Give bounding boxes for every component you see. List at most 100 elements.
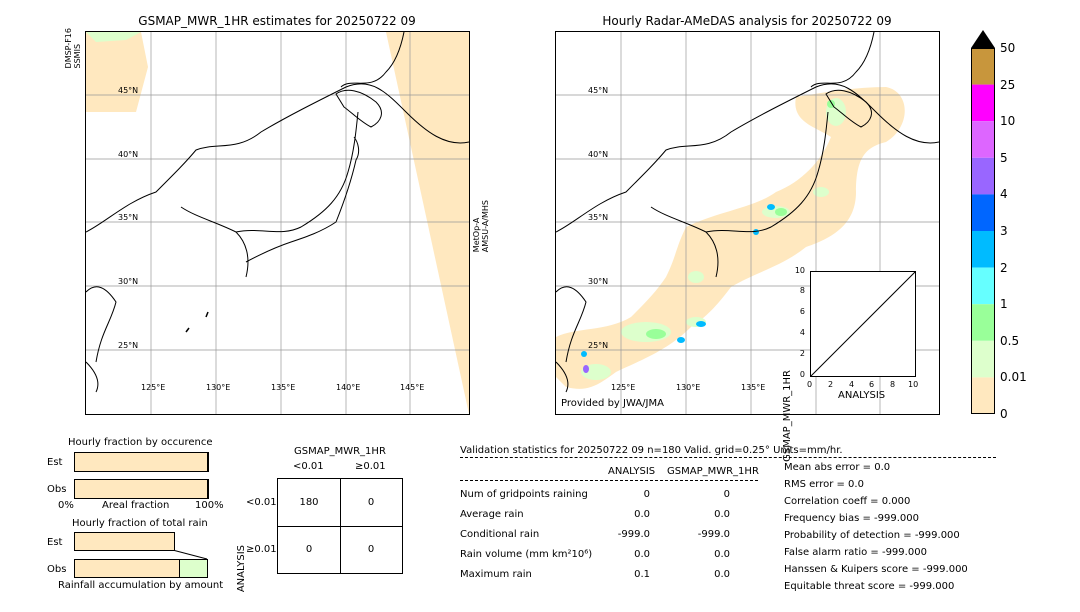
occ-axis-mid: Areal fraction [102,500,170,511]
scatter-yticks: 10 8 6 4 2 0 [783,266,809,380]
rain-fraction-bars [74,532,208,578]
left-lon-140: 140°E [336,383,361,392]
colorbar-segment [971,340,995,378]
cont-cell-01: 0 [367,497,375,508]
moderate-rain-spots [646,100,835,339]
left-lon-145: 145°E [400,383,425,392]
score-line: False alarm ratio = -999.000 [784,547,927,558]
stat-row-label: Conditional rain [460,529,540,540]
colorbar-tick-label: 50 [1000,41,1016,55]
right-lat-40: 40°N [588,150,609,159]
scatter-diagonal [810,271,916,377]
cont-col-2: ≥0.01 [355,461,386,472]
ytick-10: 10 [794,266,805,275]
colorbar-segment [971,121,995,158]
right-map-title: Hourly Radar-AMeDAS analysis for 2025072… [602,14,892,28]
score-line: Equitable threat score = -999.000 [784,581,955,592]
scatter-inset [810,271,916,377]
colorbar-segment [971,194,995,231]
left-lat-40: 40°N [118,150,139,159]
left-map-svg [86,32,469,414]
stat-row-analysis: 0 [643,489,650,500]
contingency-grid: 180 0 0 0 [277,478,403,574]
colorbar-segment [971,377,995,414]
colorbar-tick-label: 0.01 [1000,370,1027,385]
stat-row-gsmap: 0 [723,489,730,500]
colorbar-tick-label: 3 [1000,224,1008,238]
score-line: Frequency bias = -999.000 [784,513,919,524]
xtick-6: 6 [869,380,875,389]
swath-area-west [86,32,148,112]
cont-row-1: <0.01 [246,497,277,508]
colorbar-tick-label: 1 [1000,297,1008,312]
occ-axis-right: 100% [195,500,224,511]
rain-obs-label: Obs [47,564,67,575]
xtick-2: 2 [828,380,834,389]
colorbar-segment [971,231,995,268]
validation-divider [460,457,996,458]
score-line: Mean abs error = 0.0 [784,462,891,473]
colorbar-tick-label: 5 [1000,150,1008,165]
intense-rain-spots [583,365,589,373]
xtick-10: 10 [908,380,919,389]
occ-obs-label: Obs [47,484,67,495]
ytick-0: 0 [799,370,805,379]
occ-obs-bar [74,479,209,499]
colorbar-tick-label: 0 [1000,407,1008,421]
right-lat-25: 25°N [588,341,609,350]
credit-label: Provided by JWA/JMA [561,398,664,409]
sensor-name-1: DMSP-F16 [64,28,73,69]
occ-est-bar [74,452,209,472]
stat-row-analysis: -999.0 [617,529,650,540]
contingency-title: GSMAP_MWR_1HR [294,446,386,457]
swath-area-east [386,32,469,414]
xtick-0: 0 [807,380,813,389]
colorbar-segment [971,84,995,122]
left-lon-130: 130°E [206,383,231,392]
japan-outline [245,136,360,263]
ytick-8: 8 [799,286,805,295]
occ-axis-left: 0% [58,500,74,511]
left-lon-135: 135°E [271,383,296,392]
sensor-name-4: AMSU-A/MHS [481,200,490,253]
xtick-4: 4 [849,380,855,389]
left-lat-35: 35°N [118,213,139,222]
left-map-panel [85,31,470,415]
rain-fraction-title: Hourly fraction of total rain [72,518,208,529]
ytick-6: 6 [799,307,805,316]
occ-obs-fill [75,480,208,498]
stat-row-gsmap: 0.0 [714,549,730,560]
colorbar-tick-label: 10 [1000,114,1016,129]
validation-header: Validation statistics for 20250722 09 n=… [460,445,843,456]
left-sensor-label: DMSP-F16 SSMIS [64,28,82,68]
scatter-xlabel: ANALYSIS [838,390,886,401]
occ-est-fill [75,453,208,471]
right-lon-125: 125°E [611,383,636,392]
colorbar-segment [971,48,995,85]
colorbar-segment [971,267,995,305]
right-lon-135: 135°E [741,383,766,392]
right-lat-30: 30°N [588,277,609,286]
score-line: Probability of detection = -999.000 [784,530,960,541]
radar-coverage-area [556,87,905,389]
stat-row-label: Average rain [460,509,524,520]
left-lon-125: 125°E [141,383,166,392]
stat-row-analysis: 0.0 [634,549,650,560]
left-grid [86,32,469,414]
right-lat-35: 35°N [588,213,609,222]
hokkaido-outline [335,89,382,128]
cont-cell-10: 0 [305,544,313,555]
colorbar-tick-label: 4 [1000,187,1008,202]
rain-fraction-footer: Rainfall accumulation by amount [58,580,224,591]
table-divider [460,480,758,481]
left-lat-25: 25°N [118,341,139,350]
rain-est-label: Est [47,537,63,548]
right-sensor-label: MetOp-A AMSU-A/MHS [472,200,490,252]
colorbar [971,30,995,414]
score-line: Hanssen & Kuipers score = -999.000 [784,564,968,575]
col-gsmap: GSMAP_MWR_1HR [667,466,759,477]
sensor-name-3: MetOp-A [472,217,481,253]
stat-row-gsmap: -999.0 [697,529,730,540]
cont-col-1: <0.01 [293,461,324,472]
col-analysis: ANALYSIS [608,466,656,477]
